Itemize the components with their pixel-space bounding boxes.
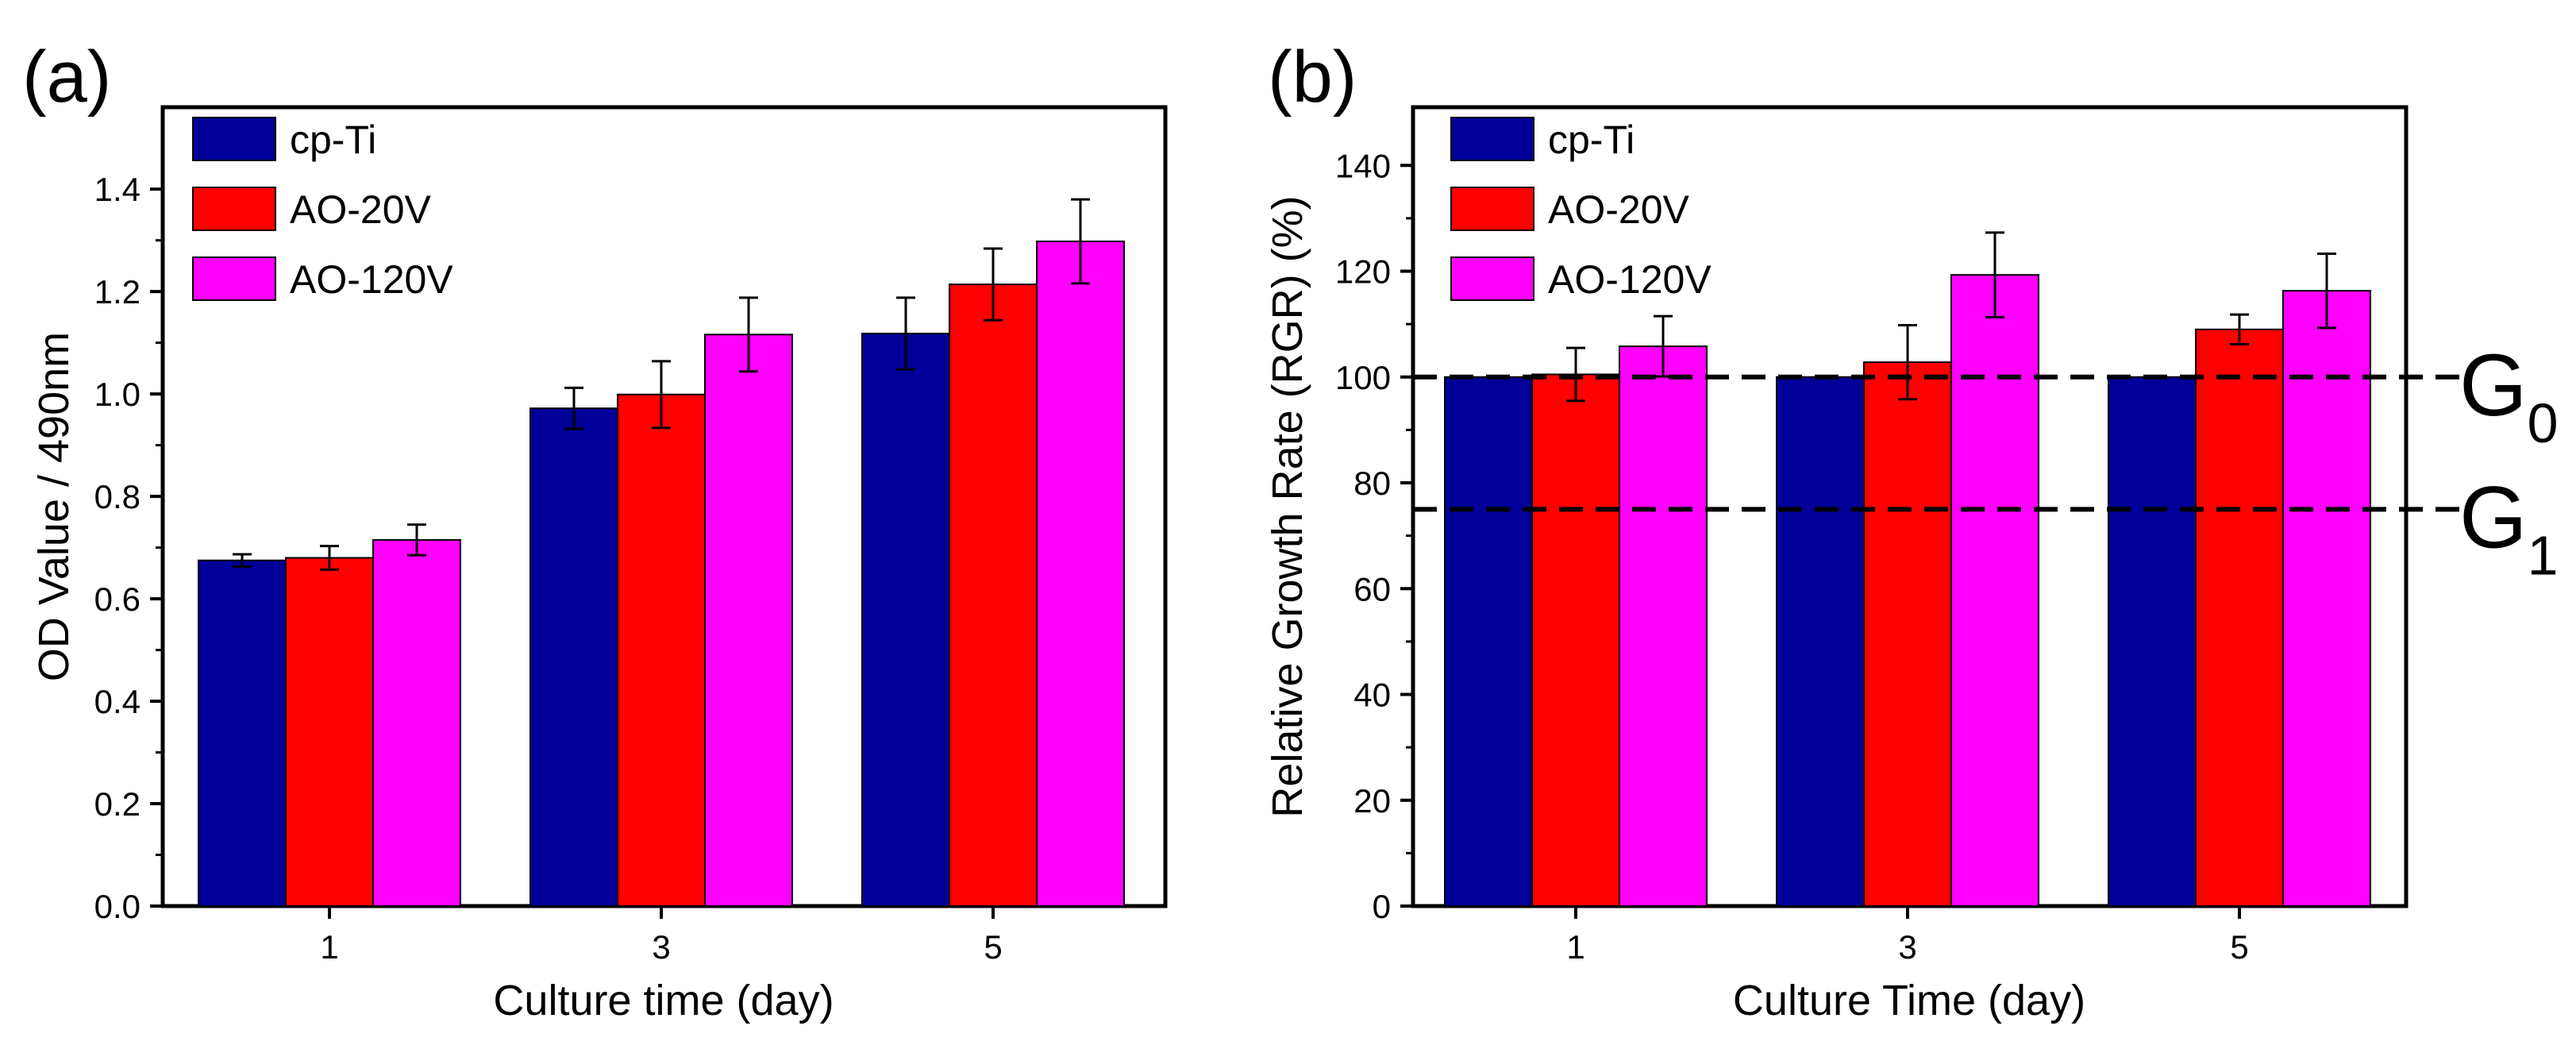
panel-b-x-tick-label-3: 3 <box>1898 928 1916 966</box>
panel-a-error-bar-cp-ti-day-5 <box>896 296 915 371</box>
panel-b-label: (b) <box>1268 37 1357 118</box>
panel-b-bar-cp-ti-day-5 <box>2108 376 2197 907</box>
panel-a-error-bar-ao-120v-day-5 <box>1071 198 1090 285</box>
panel-b-bar-ao-120v-day-5 <box>2282 290 2371 908</box>
panel-a-bar-ao-20v-day-1 <box>285 557 374 907</box>
panel-a-legend: cp-Ti AO-20V AO-120V <box>192 117 453 302</box>
panel-b-error-bar-ao-20v-day-1 <box>1566 346 1585 403</box>
panel-b-y-tick-label-0: 0 <box>1373 888 1391 925</box>
panel-b-y-tick-label-2: 40 <box>1353 677 1391 714</box>
legend-swatch-ao-20v <box>1450 187 1534 231</box>
legend-label-ao-20v: AO-20V <box>1548 187 1690 232</box>
panel-a-y-tick-label-6: 1.2 <box>94 273 141 310</box>
panel-b-y-axis-title: Relative Growth Rate (RGR) (%) <box>1264 195 1311 817</box>
legend-label-cp-ti: cp-Ti <box>1548 118 1635 162</box>
panel-a-x-axis-title: Culture time (day) <box>493 977 834 1024</box>
panel-b-chart: (b) Relative Growth Rate (RGR) (%) Cultu… <box>1264 37 2559 1024</box>
legend-label-ao-20v: AO-20V <box>290 187 432 232</box>
panel-a-x-tick-label-3: 3 <box>652 928 670 966</box>
panel-b-bar-ao-20v-day-3 <box>1863 361 1952 907</box>
panel-a-bar-ao-20v-day-3 <box>617 393 706 907</box>
panel-a-bar-ao-20v-day-5 <box>949 283 1038 907</box>
panel-a-bar-cp-ti-day-1 <box>198 559 287 907</box>
legend-label-ao-120v: AO-120V <box>1548 257 1712 302</box>
panel-a-error-bar-ao-20v-day-5 <box>984 247 1003 322</box>
panel-b-x-tick-label-1: 1 <box>1566 928 1584 966</box>
panel-b-bar-ao-20v-day-5 <box>2195 328 2284 907</box>
panel-a-bar-cp-ti-day-5 <box>861 333 950 907</box>
panel-b-y-tick-label-4: 80 <box>1353 465 1391 502</box>
panel-a-y-tick-label-5: 1.0 <box>94 376 141 413</box>
panel-b-reference-label-g0: G0 <box>2459 337 2559 454</box>
panel-a-y-tick-label-7: 1.4 <box>94 171 141 208</box>
panel-a-bar-ao-120v-day-3 <box>704 334 793 908</box>
panel-a-bar-ao-120v-day-1 <box>372 538 461 908</box>
panel-b-legend: cp-Ti AO-20V AO-120V <box>1450 117 1712 302</box>
panel-a-error-bar-ao-120v-day-1 <box>407 523 426 557</box>
panel-a-error-bar-cp-ti-day-1 <box>233 553 252 568</box>
panel-a-y-tick-label-4: 0.8 <box>94 478 141 515</box>
panel-a-error-bar-cp-ti-day-3 <box>564 386 583 430</box>
panel-b-reference-label-g1: G1 <box>2459 469 2559 586</box>
panel-b-bar-cp-ti-day-3 <box>1776 376 1865 907</box>
panel-a-bar-cp-ti-day-3 <box>529 407 618 907</box>
panel-b-bar-ao-120v-day-3 <box>1950 274 2039 908</box>
panel-b-y-tick-label-6: 120 <box>1335 253 1391 291</box>
panel-a-chart: (a) OD Value / 490nm Culture time (day) … <box>22 37 1168 1024</box>
panel-a-y-tick-label-0: 0.0 <box>94 888 141 925</box>
panel-a-y-tick-label-3: 0.6 <box>94 580 141 618</box>
panel-b-y-tick-label-3: 60 <box>1353 570 1391 607</box>
panel-b-x-tick-label-5: 5 <box>2230 928 2248 966</box>
panel-a-error-bar-ao-120v-day-3 <box>739 296 758 373</box>
panel-a-y-tick-label-1: 0.2 <box>94 785 141 823</box>
panel-a-label: (a) <box>22 37 111 118</box>
legend-label-ao-120v: AO-120V <box>290 257 453 302</box>
legend-swatch-cp-ti <box>1450 117 1534 161</box>
panel-b-bar-ao-20v-day-1 <box>1531 373 1620 907</box>
panel-b-error-bar-ao-20v-day-3 <box>1898 323 1917 401</box>
panel-b-y-tick-label-5: 100 <box>1335 359 1391 396</box>
panel-a-x-tick-label-5: 5 <box>984 928 1002 966</box>
panel-a-x-tick-label-1: 1 <box>320 928 338 966</box>
legend-swatch-cp-ti <box>192 117 276 161</box>
reference-label-subscript: 1 <box>2528 524 2559 586</box>
panel-a-y-tick-label-2: 0.4 <box>94 683 141 720</box>
panel-b-bar-ao-120v-day-1 <box>1619 345 1708 907</box>
panel-a-bar-ao-120v-day-5 <box>1036 240 1125 907</box>
reference-label-subscript: 0 <box>2528 392 2559 454</box>
panel-a-error-bar-ao-20v-day-3 <box>652 360 671 430</box>
panel-b-x-axis-title: Culture Time (day) <box>1733 977 2085 1024</box>
legend-swatch-ao-20v <box>192 187 276 231</box>
panel-a-error-bar-ao-20v-day-1 <box>320 545 339 571</box>
panel-b-y-tick-label-7: 140 <box>1335 147 1391 184</box>
legend-label-cp-ti: cp-Ti <box>290 118 376 162</box>
legend-swatch-ao-120v <box>1450 256 1534 301</box>
panel-b-error-bar-ao-20v-day-5 <box>2230 313 2249 345</box>
panel-b-error-bar-ao-120v-day-3 <box>1985 231 2004 318</box>
panel-b-y-tick-label-1: 20 <box>1353 782 1391 820</box>
panel-b-error-bar-ao-120v-day-5 <box>2317 253 2336 330</box>
panel-a-y-axis-title: OD Value / 490nm <box>30 332 78 681</box>
legend-swatch-ao-120v <box>192 256 276 301</box>
panel-b-bar-cp-ti-day-1 <box>1444 376 1533 907</box>
